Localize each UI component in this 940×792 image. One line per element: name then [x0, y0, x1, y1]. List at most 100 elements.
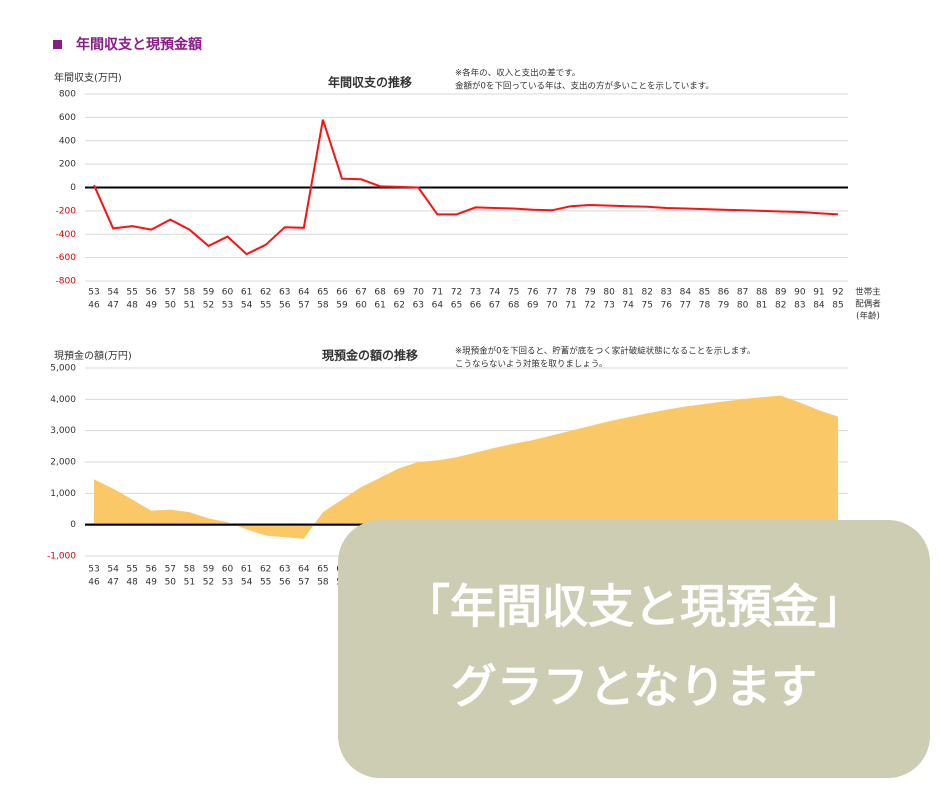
- y-tick-label: 200: [59, 160, 76, 170]
- x-tick-label-spouse: 58: [317, 578, 329, 588]
- x-tick-label: 81: [622, 288, 633, 298]
- x-tick-label: 53: [88, 565, 99, 575]
- y-tick-label: -800: [56, 277, 77, 287]
- x-tick-label-spouse: 82: [775, 301, 786, 311]
- x-tick-label-spouse: 47: [107, 578, 118, 588]
- x-tick-label-spouse: 81: [756, 301, 767, 311]
- x-tick-label-spouse: 68: [508, 301, 520, 311]
- x-tick-label: 73: [470, 288, 481, 298]
- x-tick-label: 75: [508, 288, 519, 298]
- x-tick-label-spouse: 66: [470, 301, 482, 311]
- y-tick-label: 5,000: [50, 364, 76, 374]
- y-tick-label: -400: [56, 230, 77, 240]
- y-axis-label: 年間収支(万円): [54, 71, 122, 84]
- overlay-text: グラフとなります: [451, 660, 818, 714]
- y-tick-label: 0: [70, 520, 76, 530]
- x-tick-label-spouse: 75: [642, 301, 653, 311]
- x-tick-label: 88: [756, 288, 768, 298]
- x-tick-label: 84: [680, 288, 692, 298]
- x-tick-label-spouse: 57: [298, 301, 309, 311]
- x-tick-label-spouse: 83: [794, 301, 805, 311]
- x-tick-label-spouse: 73: [603, 301, 614, 311]
- x-tick-label-spouse: 52: [203, 578, 214, 588]
- x-tick-label-spouse: 51: [184, 578, 195, 588]
- x-tick-label-spouse: 49: [146, 578, 158, 588]
- x-tick-label: 92: [832, 288, 843, 298]
- chart-title: 年間収支の推移: [328, 75, 412, 90]
- x-tick-label: 71: [432, 288, 443, 298]
- chart-title: 現預金の額の推移: [322, 348, 418, 363]
- y-tick-label: 1,000: [50, 489, 76, 499]
- section-marker: [53, 40, 62, 49]
- x-tick-label-spouse: 48: [126, 578, 138, 588]
- x-tick-label-spouse: 50: [165, 301, 177, 311]
- x-tick-label: 56: [146, 288, 158, 298]
- x-tick-label-spouse: 51: [184, 301, 195, 311]
- x-tick-label-spouse: 46: [88, 578, 100, 588]
- x-tick-label: 60: [222, 288, 234, 298]
- x-tick-label: 58: [184, 288, 196, 298]
- x-tick-label-spouse: 79: [718, 301, 730, 311]
- x-tick-label: 65: [317, 288, 328, 298]
- x-tick-label-spouse: 84: [813, 301, 825, 311]
- x-tick-label-spouse: 62: [394, 301, 405, 311]
- x-tick-label-spouse: 59: [336, 301, 348, 311]
- x-tick-label: 62: [260, 288, 271, 298]
- x-tick-label: 72: [451, 288, 462, 298]
- x-tick-label: 57: [165, 565, 176, 575]
- x-tick-label-spouse: 85: [832, 301, 843, 311]
- x-tick-label-spouse: 55: [260, 578, 271, 588]
- x-tick-label-spouse: 49: [146, 301, 158, 311]
- x-tick-label: 62: [260, 565, 271, 575]
- x-tick-label: 80: [603, 288, 615, 298]
- x-tick-label: 54: [107, 288, 119, 298]
- y-tick-label: 800: [59, 90, 76, 100]
- x-tick-label: 67: [355, 288, 366, 298]
- y-tick-label: 3,000: [50, 426, 76, 436]
- x-tick-label: 77: [546, 288, 557, 298]
- line: [93, 119, 839, 256]
- x-tick-label-spouse: 47: [107, 301, 118, 311]
- overlay-text: 「年間収支と現預金」: [404, 580, 864, 634]
- y-tick-label: -600: [56, 253, 77, 263]
- x-tick-label-spouse: 72: [584, 301, 595, 311]
- area: [94, 395, 838, 539]
- x-tick-label: 74: [489, 288, 501, 298]
- x-tick-label-spouse: 52: [203, 301, 214, 311]
- x-tick-label-spouse: 65: [451, 301, 462, 311]
- x-tick-label-spouse: 67: [489, 301, 500, 311]
- x-tick-label: 59: [203, 288, 215, 298]
- x-tick-label-spouse: 69: [527, 301, 539, 311]
- y-tick-label: 600: [59, 113, 76, 123]
- x-tick-label: 86: [718, 288, 730, 298]
- x-tick-label: 63: [279, 565, 290, 575]
- x-tick-label: 66: [336, 288, 348, 298]
- x-tick-label-spouse: 80: [737, 301, 749, 311]
- x-tick-label-spouse: 74: [622, 301, 634, 311]
- note: こうならないよう対策を取りましょう。: [455, 359, 607, 370]
- x-axis-label: (年齢): [856, 311, 880, 322]
- x-tick-label: 69: [394, 288, 406, 298]
- x-tick-label: 60: [222, 565, 234, 575]
- x-tick-label: 91: [813, 288, 824, 298]
- x-tick-label-spouse: 70: [546, 301, 558, 311]
- x-tick-label: 54: [107, 565, 119, 575]
- x-axis-label: 配偶者: [855, 299, 881, 310]
- x-tick-label-spouse: 50: [165, 578, 177, 588]
- x-tick-label: 83: [661, 288, 672, 298]
- x-tick-label-spouse: 76: [661, 301, 673, 311]
- note: ※各年の、収入と支出の差です。: [455, 68, 580, 79]
- x-tick-label-spouse: 53: [222, 301, 233, 311]
- x-tick-label-spouse: 56: [279, 578, 291, 588]
- x-tick-label-spouse: 55: [260, 301, 271, 311]
- section-title: 年間収支と現預金額: [76, 36, 202, 53]
- y-tick-label: 2,000: [50, 458, 76, 468]
- x-tick-label: 57: [165, 288, 176, 298]
- y-tick-label: -1,000: [47, 552, 76, 562]
- x-tick-label-spouse: 56: [279, 301, 291, 311]
- x-tick-label: 55: [126, 565, 137, 575]
- x-tick-label: 58: [184, 565, 196, 575]
- x-tick-label: 55: [126, 288, 137, 298]
- x-tick-label-spouse: 78: [699, 301, 711, 311]
